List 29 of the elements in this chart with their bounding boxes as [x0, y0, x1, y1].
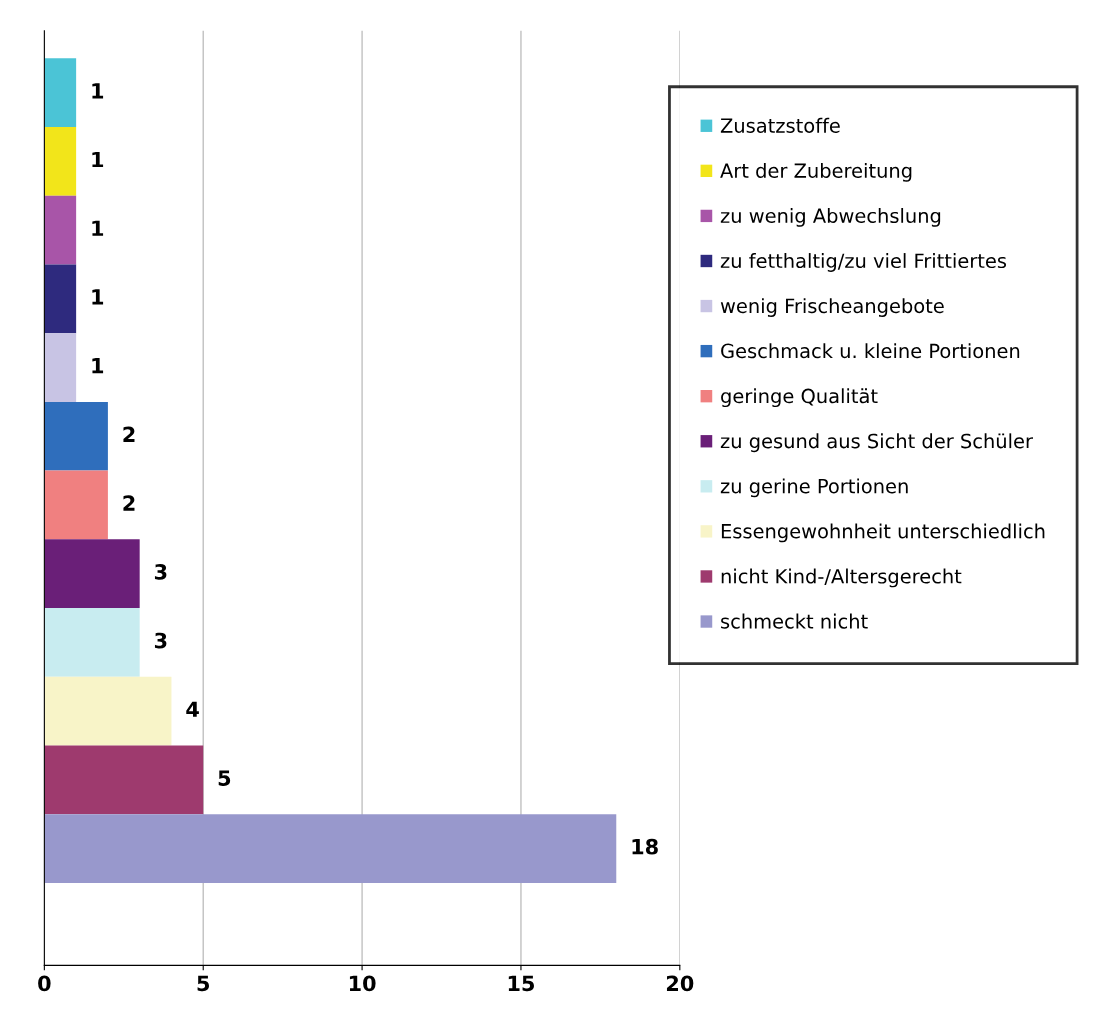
- data-label: 1: [92, 220, 104, 236]
- data-label: 1: [92, 289, 104, 305]
- legend-label: Essengewohnheit unterschiedlich: [721, 523, 1045, 543]
- x-tick-label: 20: [666, 975, 694, 992]
- legend-label: Art der Zubereitung: [720, 162, 912, 182]
- legend-label: zu gerine Portionen: [720, 478, 908, 498]
- legend-label: geringe Qualität: [721, 388, 878, 408]
- x-tick-label: 0: [38, 975, 51, 992]
- data-label: 2: [123, 495, 135, 511]
- legend-label: nicht Kind-/Altersgerecht: [721, 568, 962, 588]
- x-tick-label: 5: [197, 975, 210, 992]
- legend-label: Zusatzstoffe: [720, 117, 840, 133]
- legend-label: zu gesund aus Sicht der Schüler: [720, 433, 1033, 453]
- data-label: 3: [154, 563, 167, 580]
- data-label: 5: [218, 770, 231, 786]
- data-label: 18: [632, 838, 658, 855]
- data-label: 1: [92, 151, 104, 168]
- legend-label: zu fetthaltig/zu viel Frittiertes: [720, 253, 1007, 272]
- data-label: 1: [92, 358, 104, 374]
- x-tick-label: 10: [349, 975, 376, 992]
- x-tick-label: 15: [508, 975, 534, 992]
- legend-label: schmeckt nicht: [721, 613, 868, 629]
- legend-label: wenig Frischeangebote: [720, 298, 944, 317]
- legend-label: Geschmack u. kleine Portionen: [721, 343, 1020, 359]
- data-label: 1: [92, 83, 104, 99]
- legend-label: zu wenig Abwechslung: [720, 208, 941, 227]
- data-label: 2: [123, 426, 135, 442]
- data-label: 3: [154, 632, 167, 649]
- data-label: 4: [186, 701, 199, 717]
